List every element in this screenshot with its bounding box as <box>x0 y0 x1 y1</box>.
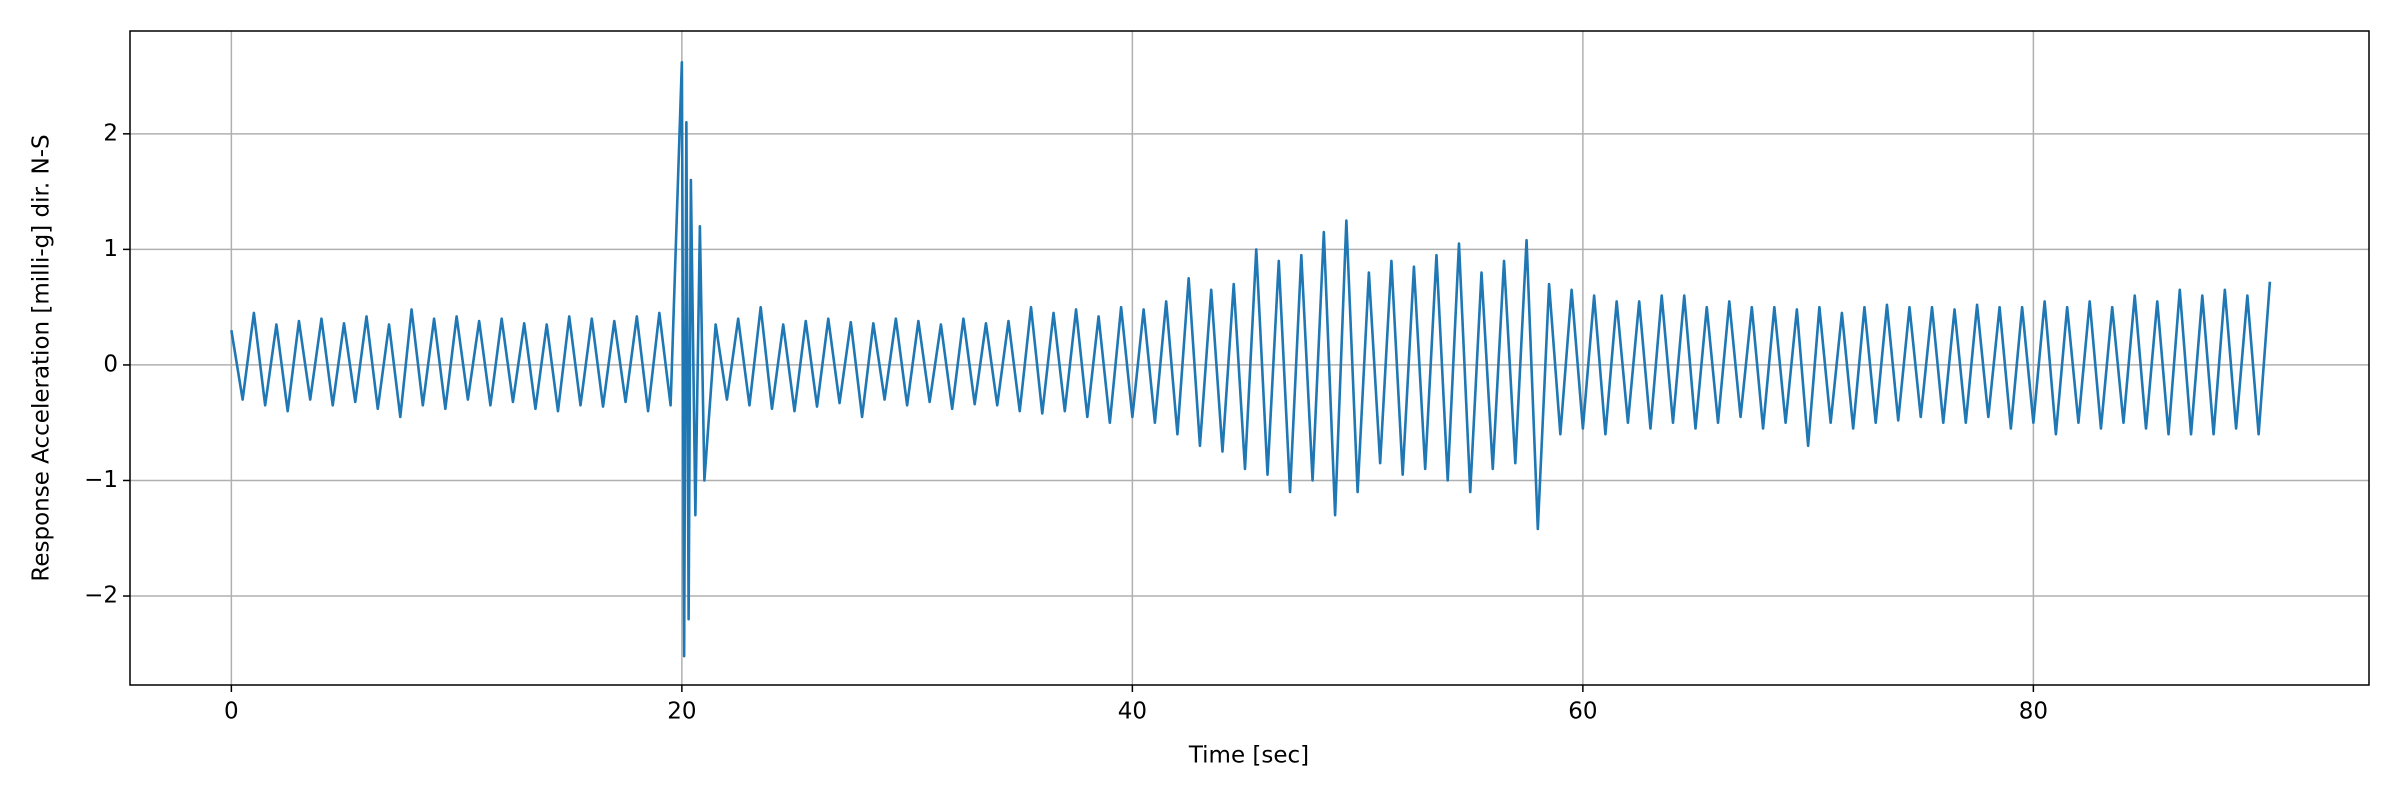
y-tick-label: 1 <box>103 236 118 262</box>
x-axis-label: Time [sec] <box>1188 743 1309 769</box>
x-tick-label: 80 <box>2019 699 2048 725</box>
plot-frame <box>129 30 2370 686</box>
y-tick-label: −1 <box>84 467 118 493</box>
y-tick-label: 0 <box>103 351 118 377</box>
x-tick-label: 40 <box>1118 699 1147 725</box>
y-tick-label: −2 <box>84 583 118 609</box>
y-tick-label: 2 <box>103 120 118 146</box>
x-tick-label: 20 <box>667 699 696 725</box>
x-tick-label: 0 <box>224 699 239 725</box>
y-axis-label: Response Acceleration [milli-g] dir. N-S <box>29 134 55 581</box>
x-tick-label: 60 <box>1568 699 1597 725</box>
data-line <box>230 60 2272 658</box>
